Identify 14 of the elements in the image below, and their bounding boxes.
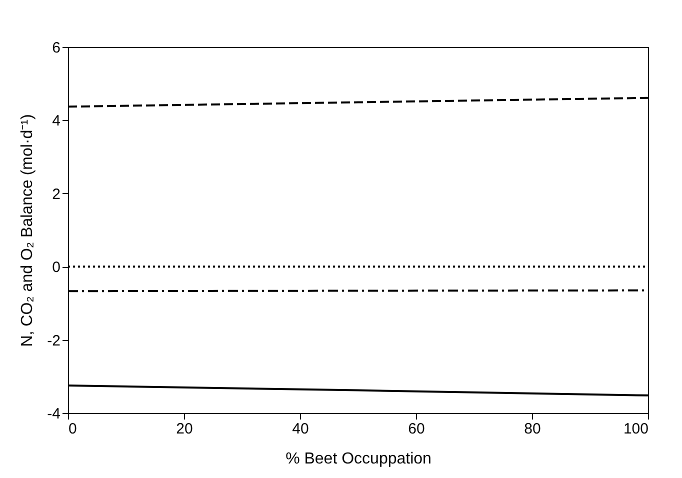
y-tick-label: -2 <box>47 332 60 350</box>
y-tick-label: -4 <box>47 406 60 422</box>
x-axis-title: % Beet Occuppation <box>286 450 432 468</box>
x-tick-label: 0 <box>68 420 77 438</box>
x-tick-label: 40 <box>292 420 309 438</box>
y-tick-label: 2 <box>52 186 60 203</box>
x-tick-label: 100 <box>623 420 648 438</box>
x-tick-label: 20 <box>176 420 193 438</box>
y-tick-label: 0 <box>52 259 60 276</box>
y-tick-label: 4 <box>52 112 60 130</box>
y-tick-label: 6 <box>52 40 60 56</box>
y-axis-title: N, CO₂ and O₂ Balance (mol·d⁻¹) <box>19 114 36 347</box>
x-tick-label: 60 <box>408 420 425 438</box>
x-tick-label: 80 <box>524 420 541 438</box>
